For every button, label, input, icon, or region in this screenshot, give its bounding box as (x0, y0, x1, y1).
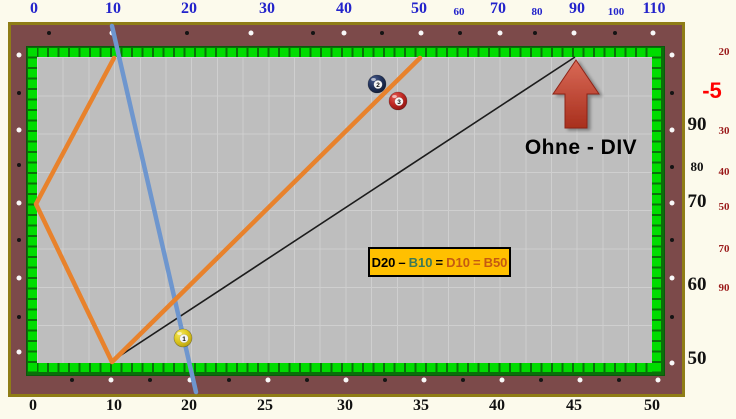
rail-dot (248, 30, 254, 36)
bottom-scale-label-45: 45 (566, 397, 582, 414)
bottom-scale-label-10: 10 (106, 397, 122, 414)
rail-dot (418, 30, 424, 36)
right-scale-black-50: 50 (687, 348, 707, 369)
rail-dot (669, 52, 675, 58)
rail-dot (185, 31, 189, 35)
top-scale-label-80: 80 (531, 6, 543, 18)
rail-dot (17, 238, 21, 242)
rail-dot (108, 377, 114, 383)
bottom-scale-label-35: 35 (413, 397, 429, 414)
right-scale-black-70: 70 (687, 191, 707, 212)
rail-dot (383, 378, 387, 382)
rail-dot (311, 31, 315, 35)
rail-dot (70, 378, 74, 382)
formula-part-2: B10 (408, 254, 433, 270)
rail-dot (650, 30, 656, 36)
rail-dot (670, 91, 674, 95)
top-scale-label-100: 100 (607, 6, 625, 18)
rail-dot (227, 378, 231, 382)
rail-dot (187, 377, 193, 383)
top-scale-label-30: 30 (259, 0, 275, 17)
top-scale-label-110: 110 (642, 0, 666, 17)
rail-dot (670, 315, 674, 319)
rail-dot (458, 31, 462, 35)
top-scale-label-60: 60 (453, 6, 465, 18)
formula-part-3: = (435, 254, 444, 270)
top-scale-label-70: 70 (490, 0, 506, 17)
top-scale-label-20: 20 (181, 0, 197, 17)
rail-dot (669, 127, 675, 133)
rail-dot (17, 315, 21, 319)
bottom-scale-label-0: 0 (29, 397, 37, 414)
right-scale-red-90: 90 (718, 282, 730, 294)
rail-dot (47, 31, 51, 35)
rail-dot (16, 200, 22, 206)
rail-dot (533, 31, 537, 35)
formula-part-5: = (472, 254, 481, 270)
right-scale-black-60: 60 (687, 274, 707, 295)
rail-dot (148, 378, 152, 382)
rail-dot (670, 165, 674, 169)
rail-dot (380, 31, 384, 35)
rail-dot (109, 30, 115, 36)
rail-dot (16, 127, 22, 133)
cushion-right (652, 48, 661, 372)
rail-dot (16, 275, 22, 281)
right-scale-red-20: 20 (718, 46, 730, 58)
top-scale-label-50: 50 (411, 0, 427, 17)
top-scale-label-90: 90 (569, 0, 585, 17)
bottom-scale-label-30: 30 (337, 397, 353, 414)
rail-dot (16, 349, 22, 355)
rail-dot (655, 377, 661, 383)
bottom-scale-label-40: 40 (489, 397, 505, 414)
formula-part-1: – (398, 254, 406, 270)
offset-value-label: -5 (702, 78, 722, 103)
rail-dot (571, 30, 577, 36)
formula-part-4: D10 (446, 254, 470, 270)
formula-part-6: B50 (483, 254, 508, 270)
cushion-left (28, 48, 37, 372)
rail-dot (613, 31, 617, 35)
rail-dot (539, 378, 543, 382)
bottom-scale-label-25: 25 (257, 397, 273, 414)
rail-dot (669, 275, 675, 281)
rail-dot (343, 377, 349, 383)
play-surface (37, 57, 652, 363)
right-scale-red-70: 70 (718, 243, 730, 255)
rail-dot (17, 91, 21, 95)
formula-box: D20– B10 = D10 = B50 (368, 247, 511, 277)
rail-dot (669, 200, 675, 206)
rail-dot (670, 238, 674, 242)
top-scale-label-0: 0 (30, 0, 38, 17)
right-scale-black-90: 90 (687, 114, 707, 135)
formula-part-0: D20 (371, 254, 396, 270)
rail-dot (16, 52, 22, 58)
rail-dot (305, 378, 309, 382)
ohne-div-label: Ohne - DIV (524, 136, 638, 159)
right-scale-red-50: 50 (718, 201, 730, 213)
rail-dot (577, 377, 583, 383)
top-scale-label-10: 10 (105, 0, 121, 17)
bottom-scale-label-20: 20 (181, 397, 197, 414)
rail-dot (617, 378, 621, 382)
rail-dot (669, 360, 675, 366)
right-scale-red-30: 30 (718, 125, 730, 137)
cushion-top (28, 48, 661, 57)
rail-dot (17, 163, 21, 167)
right-scale-red-40: 40 (718, 166, 730, 178)
bottom-scale-label-50: 50 (644, 397, 660, 414)
rail-dot (265, 377, 271, 383)
rail-dot (497, 30, 503, 36)
cushion-bottom (28, 363, 661, 372)
rail-dot (421, 377, 427, 383)
rail-dot (461, 378, 465, 382)
rail-dot (499, 377, 505, 383)
right-scale-black-80: 80 (690, 159, 704, 174)
top-scale-label-40: 40 (336, 0, 352, 17)
rail-dot (341, 30, 347, 36)
